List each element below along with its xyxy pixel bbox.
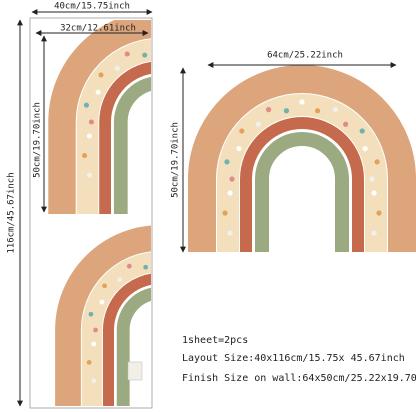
dot [369, 176, 375, 182]
dot [142, 52, 148, 58]
dot [124, 51, 130, 57]
rainbow-band [255, 132, 349, 252]
dot [200, 66, 205, 71]
rainbow-art [48, 20, 416, 406]
dot [188, 264, 193, 269]
dot [91, 378, 97, 384]
dot [88, 119, 94, 125]
dot [117, 277, 123, 283]
dot [362, 146, 368, 152]
dot [332, 107, 339, 113]
dot [86, 133, 92, 139]
dot [173, 53, 178, 58]
rainbow [188, 65, 416, 252]
dot [102, 283, 108, 289]
dot [88, 311, 94, 317]
rainbow-band [55, 225, 151, 406]
dot [227, 312, 232, 317]
dot [255, 121, 261, 127]
dot [91, 341, 97, 347]
dot [299, 99, 305, 105]
rainbow-band [240, 117, 364, 252]
dot [98, 72, 104, 78]
dot [213, 283, 218, 288]
rainbow-band [102, 273, 151, 406]
note: Layout Size:40x116cm/15.75x 45.67inch [182, 353, 405, 364]
rainbow-band [188, 65, 416, 252]
dot [224, 159, 230, 165]
dot [198, 277, 203, 282]
dot [143, 264, 149, 270]
inner-width-label: 32cm/12.61inch [60, 24, 136, 34]
dot [374, 159, 380, 165]
dot [359, 128, 365, 134]
dot [86, 172, 92, 178]
rainbow-height-label: 50cm/19.70inch [33, 102, 43, 178]
note: Finish Size on wall:64x50cm/25.22x19.70i… [182, 373, 416, 384]
dot [158, 257, 163, 262]
rainbow-band [113, 76, 151, 214]
dot [239, 128, 245, 134]
rainbow-band [48, 20, 151, 214]
rainbow-band [76, 39, 151, 214]
dot [219, 90, 224, 95]
finished-width-label: 64cm/25.22inch [267, 51, 343, 61]
dot [314, 108, 321, 114]
dot [114, 65, 120, 71]
dot [371, 230, 377, 236]
rainbow-band [99, 61, 151, 214]
dot [283, 108, 290, 114]
finished-height-label: 50cm/19.70inch [171, 122, 181, 198]
dot [95, 89, 101, 95]
dot [376, 210, 382, 216]
note: 1sheet=2pcs [182, 335, 248, 346]
dot [222, 210, 228, 216]
dot [172, 265, 177, 270]
dot [216, 300, 221, 305]
dot [227, 230, 233, 236]
dot [216, 72, 221, 77]
dot [222, 328, 227, 333]
dot [86, 360, 92, 365]
dot [229, 176, 235, 182]
rainbow [55, 225, 232, 406]
sheet-height-label: 116cm/45.67inch [7, 172, 17, 253]
dot [371, 190, 377, 196]
rainbow-band [116, 287, 151, 406]
dot [93, 327, 98, 333]
rainbow [48, 20, 224, 214]
dot [81, 153, 88, 159]
dot [343, 121, 349, 127]
dot [99, 299, 105, 305]
dot [190, 51, 195, 56]
rainbow-band [81, 252, 151, 406]
dot [157, 44, 162, 49]
dot [265, 107, 272, 113]
sheet-width-label: 40cm/15.75inch [54, 2, 130, 12]
rainbow-band [217, 94, 387, 252]
dot [227, 190, 233, 196]
label-sticker [127, 361, 143, 381]
dot [236, 146, 242, 152]
dot [83, 102, 89, 108]
dot [126, 263, 132, 269]
